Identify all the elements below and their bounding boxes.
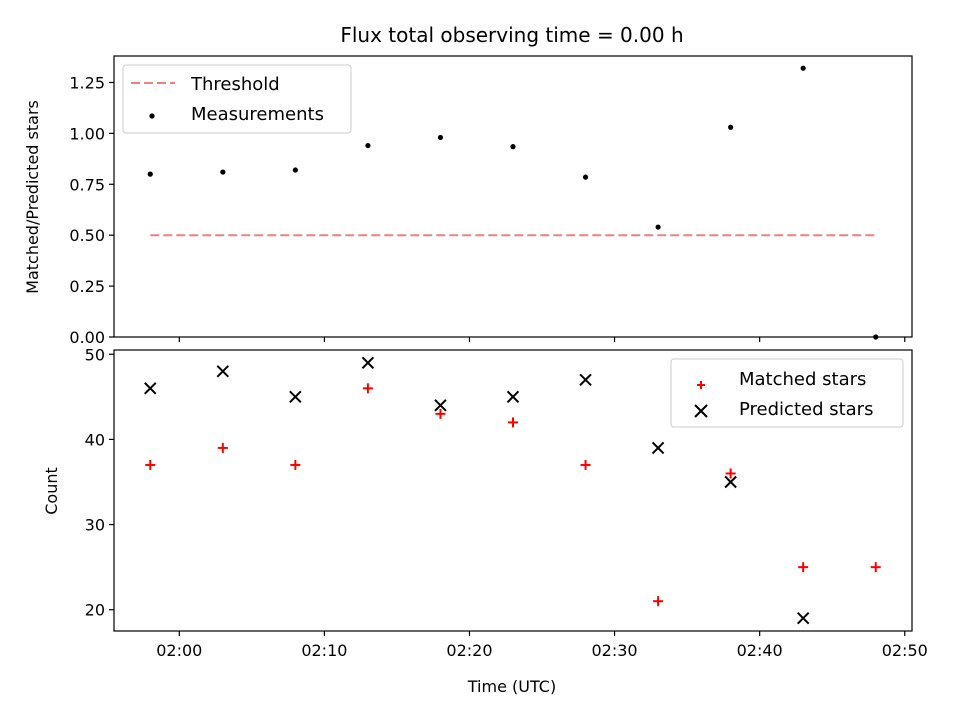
- bottom-panel: 20 30 40 50 02:00 02:10 02:20 02:30 02:40 02:50 C…: [42, 345, 928, 696]
- bottom-matched-stars-point-3: [290, 459, 301, 470]
- top-legend-threshold-label: Threshold: [190, 74, 280, 95]
- bottom-x-tick-label-3: 02:20: [446, 641, 492, 660]
- bottom-panel-x-axis-label: Time (UTC): [467, 677, 556, 696]
- top-panel: Flux total observing time = 0.00 h 0.000…: [23, 23, 913, 347]
- bottom-predicted-stars-point-7: [579, 373, 592, 387]
- top-y-tick-label-6: 1.25: [69, 73, 105, 92]
- bottom-matched-stars-point-8: [653, 596, 664, 607]
- bottom-x-tick-label-1: 02:00: [156, 641, 202, 660]
- bottom-x-tick-label-6: 02:50: [882, 641, 928, 660]
- top-measurements-point-5: [437, 134, 444, 141]
- bottom-series-matched-stars: [145, 383, 881, 607]
- bottom-legend-matched-label: Matched stars: [739, 369, 866, 390]
- bottom-legend-matched-swatch: [697, 381, 705, 389]
- bottom-predicted-stars-point-2: [216, 365, 230, 378]
- top-y-tick-label-2: 0.25: [69, 277, 105, 296]
- bottom-matched-stars-point-4: [362, 383, 373, 394]
- bottom-series-predicted-stars: [144, 356, 810, 625]
- top-measurements-point-3: [292, 167, 298, 173]
- top-panel-legend: Threshold Measurements: [122, 64, 352, 134]
- bottom-matched-stars-point-10: [798, 562, 809, 573]
- top-legend-measurements-swatch: [149, 113, 155, 119]
- top-series-measurements: [147, 65, 879, 340]
- bottom-predicted-stars-point-9: [724, 475, 737, 489]
- bottom-predicted-stars-point-6: [506, 390, 520, 404]
- bottom-legend-predicted-label: Predicted stars: [739, 399, 873, 420]
- bottom-panel-frame: [113, 349, 913, 632]
- top-y-tick-label-4: 0.75: [69, 175, 105, 194]
- top-measurements-point-4: [365, 142, 371, 149]
- bottom-y-tick-label-2: 30: [85, 516, 105, 535]
- bottom-predicted-stars-point-5: [434, 399, 447, 412]
- bottom-y-tick-label-4: 50: [85, 345, 105, 364]
- bottom-matched-stars-point-6: [508, 417, 518, 428]
- bottom-matched-stars-point-1: [145, 459, 156, 470]
- bottom-matched-stars-point-7: [580, 459, 591, 470]
- bottom-matched-stars-point-11: [870, 562, 881, 573]
- top-panel-title: Flux total observing time = 0.00 h: [340, 23, 683, 47]
- bottom-predicted-stars-point-8: [651, 441, 665, 455]
- top-legend-box: [122, 64, 352, 134]
- bottom-predicted-stars-point-10: [796, 612, 810, 625]
- top-panel-y-axis-label: Matched/Predicted stars: [23, 100, 42, 294]
- bottom-matched-stars-point-2: [217, 442, 228, 453]
- bottom-predicted-stars-point-1: [144, 382, 157, 395]
- top-panel-ticks: 0.00 0.25 0.50 0.75 1.00 1.25: [69, 73, 906, 347]
- bottom-legend-box: [670, 358, 904, 428]
- top-measurements-point-10: [800, 65, 806, 71]
- bottom-matched-stars-point-9: [725, 468, 736, 479]
- top-measurements-point-1: [147, 171, 153, 177]
- bottom-predicted-stars-point-4: [361, 356, 375, 369]
- top-measurements-point-9: [728, 124, 734, 130]
- top-legend-measurements-label: Measurements: [191, 104, 324, 125]
- bottom-x-tick-label-5: 02:40: [737, 641, 783, 660]
- bottom-y-tick-label-3: 40: [85, 430, 105, 449]
- top-y-tick-label-3: 0.50: [69, 226, 105, 245]
- bottom-y-tick-label-1: 20: [85, 601, 105, 620]
- top-measurements-point-7: [582, 174, 589, 180]
- bottom-panel-data: [144, 356, 881, 625]
- top-y-tick-label-5: 1.00: [69, 124, 105, 143]
- bottom-panel-ticks: 20 30 40 50 02:00 02:10 02:20 02:30 02:40 02:50: [85, 345, 928, 660]
- bottom-panel-y-axis-label: Count: [42, 467, 61, 515]
- bottom-panel-legend: Matched stars Predicted stars: [670, 358, 904, 428]
- top-panel-frame: [113, 55, 913, 338]
- top-measurements-point-8: [655, 224, 661, 230]
- bottom-matched-stars-point-5: [435, 408, 446, 419]
- bottom-x-tick-label-4: 02:30: [592, 641, 638, 660]
- top-panel-data: [147, 65, 879, 340]
- top-y-tick-label-1: 0.00: [69, 328, 105, 347]
- top-measurements-point-2: [220, 169, 226, 175]
- top-measurements-point-6: [510, 144, 516, 150]
- bottom-legend-predicted-swatch: [694, 404, 708, 418]
- bottom-predicted-stars-point-3: [289, 390, 302, 404]
- bottom-x-tick-label-2: 02:10: [301, 641, 347, 660]
